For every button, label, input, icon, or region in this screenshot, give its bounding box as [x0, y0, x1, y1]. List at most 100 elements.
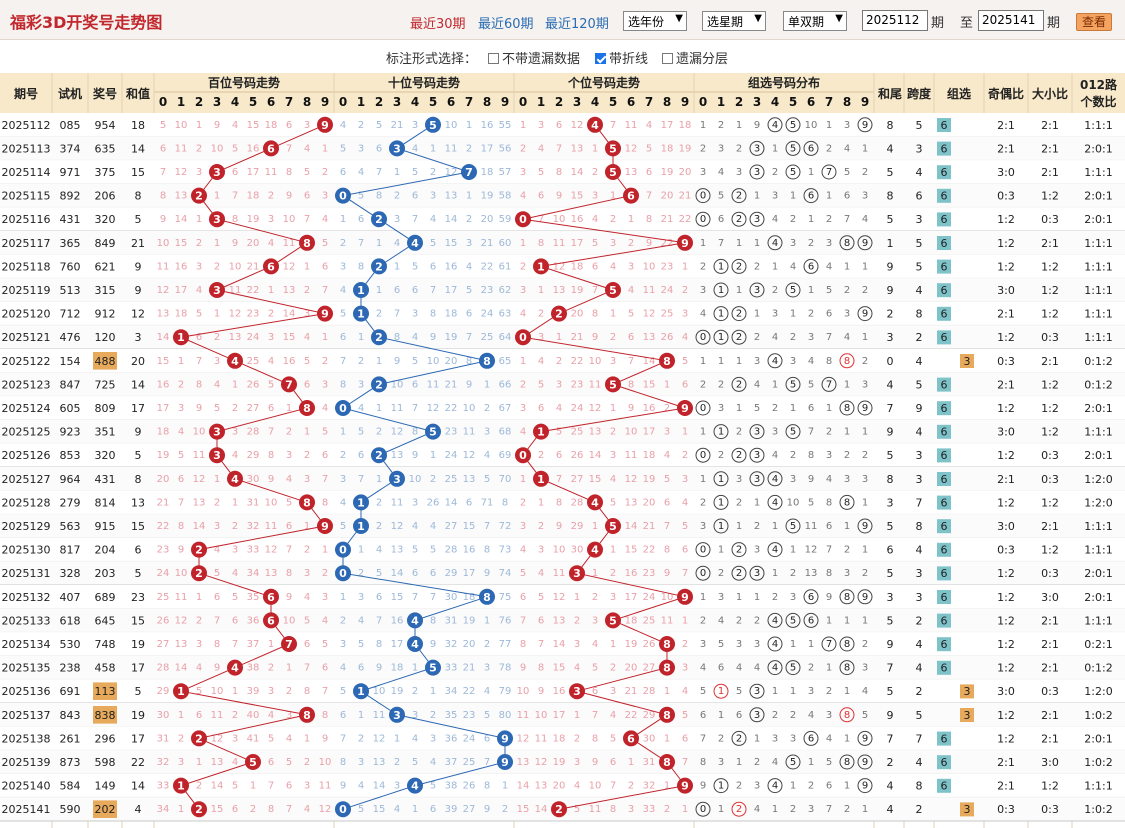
- table-row: [0, 278, 1125, 302]
- miss-value-hundreds: 5: [304, 356, 310, 367]
- miss-value-units: 8: [538, 238, 544, 249]
- miss-value-units: 7: [520, 615, 526, 626]
- group-marker: [857, 235, 873, 251]
- digit-header-units-0: 0: [519, 95, 527, 109]
- miss-value-tens: 1: [358, 545, 364, 556]
- miss-value-group: 1: [754, 733, 760, 744]
- issue-cell: 2025118: [2, 260, 51, 273]
- digit-header-tens-3: 3: [393, 95, 401, 109]
- miss-value-hundreds: 3: [268, 332, 274, 343]
- trend-ball-digit: 0: [339, 567, 347, 580]
- miss-value-group: 7: [826, 804, 832, 815]
- group-six-value: 6: [941, 402, 948, 415]
- checkbox-icon[interactable]: [488, 53, 499, 64]
- miss-value-hundreds: 6: [286, 521, 292, 532]
- parity-select[interactable]: 单双期 ▼: [783, 11, 847, 31]
- weekday-select[interactable]: 选星期 ▼: [702, 11, 766, 31]
- miss-value-hundreds: 2: [178, 379, 184, 390]
- miss-value-tens: 3: [430, 191, 436, 202]
- miss-value-tens: 5: [358, 804, 364, 815]
- miss-value-units: 20: [571, 309, 584, 320]
- miss-value-group: 7: [808, 427, 814, 438]
- to-issue-input[interactable]: 2025141: [978, 10, 1044, 31]
- group-marker: [749, 211, 765, 227]
- miss-value-hundreds: 6: [214, 592, 220, 603]
- big-small-cell: 2:1: [1041, 237, 1059, 250]
- miss-value-hundreds: 4: [304, 143, 310, 154]
- miss-value-units: 7: [592, 285, 598, 296]
- miss-value-group: 1: [862, 261, 868, 272]
- trend-ball-hundreds: [173, 683, 189, 700]
- miss-value-tens: 2: [358, 733, 364, 744]
- miss-value-tens: 7: [358, 474, 364, 485]
- option-no-miss-data[interactable]: 不带遗漏数据: [488, 48, 580, 67]
- digit-header-tens-2: 2: [375, 95, 383, 109]
- option-with-polyline[interactable]: 带折线: [595, 48, 648, 67]
- trend-ball-digit: 6: [267, 591, 275, 604]
- miss-value-hundreds: 16: [157, 379, 170, 390]
- group-marker: [749, 683, 765, 699]
- group-six-tag: [937, 448, 951, 463]
- miss-value-tens: 14: [373, 781, 386, 792]
- trial-cell: 618: [60, 614, 81, 627]
- miss-value-units: 4: [610, 710, 616, 721]
- miss-value-group: 3: [718, 403, 724, 414]
- miss-value-tens: 38: [445, 781, 458, 792]
- miss-value-hundreds: 31: [157, 733, 170, 744]
- miss-value-units: 1: [682, 804, 688, 815]
- col-header-012: 012路: [1080, 77, 1118, 92]
- digit-header-units-8: 8: [663, 95, 671, 109]
- issue-cell: 2025117: [2, 237, 51, 250]
- miss-value-group: 2: [772, 710, 778, 721]
- issue-cell: 2025129: [2, 520, 51, 533]
- miss-value-group: 2: [862, 285, 868, 296]
- trend-ball-digit: 0: [519, 331, 527, 344]
- miss-value-hundreds: 27: [157, 639, 170, 650]
- miss-value-tens: 6: [412, 568, 418, 579]
- query-button[interactable]: 查看: [1076, 13, 1112, 31]
- group-digit: 2: [736, 545, 742, 556]
- group-digit: 1: [718, 686, 724, 697]
- miss-value-units: 17: [571, 238, 584, 249]
- miss-value-hundreds: 7: [214, 615, 220, 626]
- miss-value-hundreds: 5: [232, 592, 238, 603]
- from-issue-input[interactable]: 2025112: [862, 10, 928, 31]
- miss-value-group: 9: [754, 120, 760, 131]
- period-link-120[interactable]: 最近120期: [545, 17, 609, 32]
- big-small-cell: 1:2: [1041, 544, 1059, 557]
- miss-value-tens: 21: [445, 379, 458, 390]
- checkbox-checked-icon[interactable]: [595, 53, 606, 64]
- route-012-cell: 1:2:0: [1084, 473, 1112, 486]
- miss-value-hundreds: 7: [322, 474, 328, 485]
- table-row: [0, 537, 1125, 562]
- group-digit: 6: [808, 615, 814, 626]
- period-link-60[interactable]: 最近60期: [478, 17, 534, 32]
- trend-ball-tens: [335, 541, 351, 558]
- trend-ball-units: [533, 258, 549, 275]
- issue-cell: 2025124: [2, 402, 51, 415]
- group-marker: [749, 447, 765, 463]
- option-miss-layer-label: 遗漏分层: [676, 52, 729, 67]
- trend-ball-digit: 2: [555, 803, 563, 816]
- sum-cell: 19: [131, 638, 145, 651]
- miss-value-units: 21: [643, 521, 656, 532]
- miss-value-tens: 12: [463, 450, 476, 461]
- issue-cell: 2025135: [2, 662, 51, 675]
- trial-cell: 476: [60, 331, 81, 344]
- miss-value-tens: 1: [430, 143, 436, 154]
- checkbox-icon[interactable]: [662, 53, 673, 64]
- miss-value-units: 3: [682, 474, 688, 485]
- period-link-30[interactable]: 最近30期: [410, 17, 466, 32]
- prize-highlight: [93, 706, 117, 724]
- group-marker: [731, 258, 747, 274]
- option-miss-layer[interactable]: 遗漏分层: [662, 48, 728, 67]
- miss-value-group: 2: [826, 143, 832, 154]
- miss-value-units: 27: [643, 663, 656, 674]
- miss-value-tens: 3: [358, 379, 364, 390]
- miss-value-hundreds: 5: [286, 497, 292, 508]
- trend-ball-units: [659, 754, 675, 770]
- miss-value-tens: 24: [463, 733, 476, 744]
- miss-value-hundreds: 3: [322, 379, 328, 390]
- year-select[interactable]: 选年份 ▼: [623, 11, 687, 31]
- sum-cell: 23: [131, 591, 145, 604]
